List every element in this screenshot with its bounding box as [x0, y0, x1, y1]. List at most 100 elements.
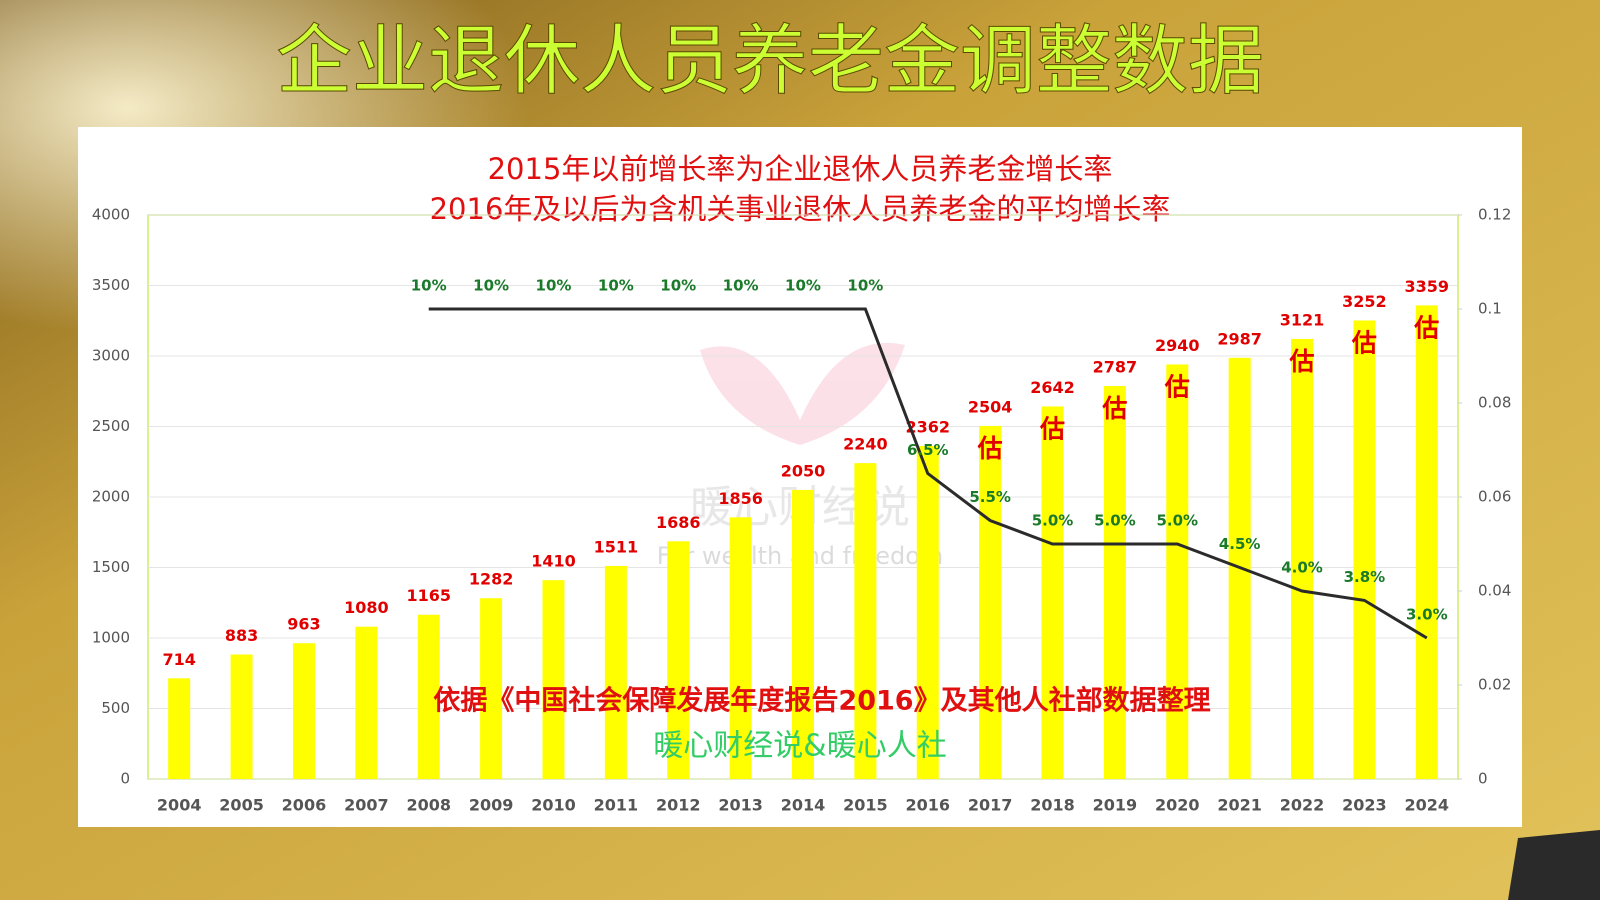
bar — [729, 517, 752, 779]
y2-tick-label: 0 — [1478, 770, 1488, 788]
bar-value-label: 1410 — [531, 552, 576, 571]
x-tick-label: 2008 — [406, 796, 451, 815]
estimate-note: 估 — [1289, 347, 1315, 376]
x-tick-label: 2007 — [344, 796, 389, 815]
rate-label: 10% — [473, 277, 509, 295]
bar-value-label: 2504 — [968, 397, 1013, 416]
watermark-heart — [700, 342, 905, 445]
plot: 0 500 1000 1500 2000 2500 3000 3500 4000 0 0.02 0.0… — [92, 206, 1512, 815]
bar — [542, 580, 565, 779]
y2-tick-label: 0.08 — [1478, 394, 1511, 412]
x-tick-label: 2020 — [1155, 796, 1200, 815]
x-tick-label: 2024 — [1405, 796, 1450, 815]
rate-label: 10% — [847, 277, 883, 295]
bar-value-label: 2940 — [1155, 336, 1200, 355]
rate-label: 4.0% — [1281, 559, 1323, 577]
estimate-note: 估 — [1164, 372, 1190, 401]
x-tick-label: 2016 — [905, 796, 950, 815]
y-tick-label: 500 — [101, 699, 130, 717]
annotation: 依据《中国社会保障发展年度报告2016》及其他人社部数据整理 — [433, 685, 1210, 717]
bar-value-label: 1686 — [656, 513, 701, 532]
bar — [916, 445, 939, 779]
rate-line — [428, 307, 1428, 640]
estimate-note: 估 — [1039, 414, 1065, 443]
corner-shape — [1508, 830, 1600, 900]
bar — [292, 643, 315, 779]
y-tick-label: 4000 — [92, 206, 130, 224]
x-tick-label: 2023 — [1342, 796, 1387, 815]
estimate-note: 估 — [1413, 313, 1439, 342]
y2-tick-label: 0.06 — [1478, 488, 1511, 506]
y2-tick-label: 0.12 — [1478, 206, 1511, 224]
x-tick-label: 2015 — [843, 796, 888, 815]
y-tick-label: 0 — [120, 770, 130, 788]
estimate-note: 估 — [977, 434, 1003, 463]
estimate-note: 估 — [1351, 328, 1377, 357]
rate-label: 3.0% — [1406, 606, 1448, 624]
bar-value-label: 2240 — [843, 435, 888, 454]
y-tick-label: 1000 — [92, 629, 130, 647]
rate-label: 10% — [723, 277, 759, 295]
chart-subtitle: 2016年及以后为含机关事业退休人员养老金的平均增长率 — [430, 192, 1171, 226]
bar-value-label: 883 — [225, 626, 258, 645]
bar — [480, 598, 503, 779]
x-tick-label: 2011 — [594, 796, 639, 815]
bar-value-label: 963 — [287, 615, 320, 634]
x-tick-label: 2017 — [968, 796, 1013, 815]
bar — [854, 463, 877, 779]
x-tick-label: 2019 — [1093, 796, 1138, 815]
x-tick-label: 2022 — [1280, 796, 1325, 815]
bar — [1415, 305, 1438, 779]
annotation: 暖心财经说&暖心人社 — [653, 729, 946, 764]
rate-label: 10% — [536, 277, 572, 295]
bar-value-label: 1282 — [469, 570, 514, 589]
y-tick-label: 1500 — [92, 558, 130, 576]
bar — [417, 614, 440, 779]
bar-value-label: 3252 — [1342, 292, 1387, 311]
x-tick-label: 2012 — [656, 796, 701, 815]
y-tick-label: 2500 — [92, 417, 130, 435]
x-tick-label: 2005 — [219, 796, 264, 815]
bar-value-label: 3121 — [1280, 310, 1325, 329]
bar — [1353, 320, 1376, 779]
bar-value-label: 1511 — [594, 537, 639, 556]
bar — [1041, 406, 1064, 779]
y2-tick-label: 0.02 — [1478, 676, 1511, 694]
y2-tick-label: 0.1 — [1478, 300, 1502, 318]
bar-value-label: 3359 — [1405, 277, 1450, 296]
rate-label: 5.0% — [1156, 512, 1198, 530]
bar-value-label: 1080 — [344, 598, 389, 617]
rate-label: 10% — [785, 277, 821, 295]
bar — [604, 565, 627, 779]
bar-value-label: 1165 — [406, 586, 451, 605]
bar — [979, 425, 1002, 779]
bar-value-label: 1856 — [718, 489, 763, 508]
bar-value-label: 2642 — [1030, 378, 1075, 397]
bar — [168, 678, 191, 779]
x-tick-label: 2009 — [469, 796, 514, 815]
bar-value-label: 2787 — [1093, 358, 1138, 377]
x-tick-label: 2010 — [531, 796, 576, 815]
rate-label: 6.5% — [907, 441, 949, 459]
bar — [667, 541, 690, 779]
rate-label: 10% — [598, 277, 634, 295]
y2-tick-label: 0.04 — [1478, 582, 1511, 600]
bar-value-label: 2362 — [905, 417, 950, 436]
bar — [1291, 338, 1314, 779]
bar — [792, 489, 814, 779]
estimate-note: 估 — [1101, 394, 1127, 423]
rate-label: 10% — [411, 277, 447, 295]
bar-value-label: 714 — [162, 650, 195, 669]
bar — [1166, 364, 1189, 779]
bar-value-label: 2050 — [781, 461, 826, 480]
slide-title: 企业退休人员养老金调整数据 — [276, 16, 1264, 105]
rate-label: 4.5% — [1219, 535, 1261, 553]
bar — [230, 654, 253, 779]
bar-value-label: 2987 — [1217, 329, 1262, 348]
x-tick-label: 2018 — [1030, 796, 1075, 815]
x-tick-label: 2014 — [781, 796, 826, 815]
bar — [1103, 386, 1126, 779]
x-tick-label: 2004 — [157, 796, 202, 815]
